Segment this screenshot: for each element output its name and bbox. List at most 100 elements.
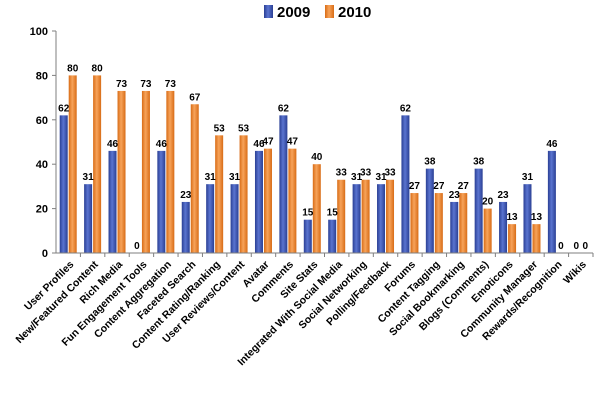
data-label-2009: 46 (253, 139, 265, 150)
data-label-2010: 40 (311, 152, 323, 163)
data-label-2010: 80 (67, 63, 79, 74)
y-tick-label: 100 (30, 26, 48, 38)
bar-2010 (361, 179, 370, 253)
data-label-2010: 47 (287, 137, 299, 148)
data-label-2009: 15 (302, 208, 314, 219)
data-label-2009: 0 (134, 241, 140, 252)
bar-2009 (84, 184, 93, 253)
bar-2009 (377, 184, 386, 253)
data-label-2010: 27 (433, 181, 445, 192)
bar-2009 (206, 184, 215, 253)
bars (59, 75, 590, 254)
bar-2010 (263, 148, 272, 253)
bar-2010 (141, 90, 150, 253)
bar-2010 (508, 224, 517, 253)
data-label-2010: 73 (165, 79, 177, 90)
bar-2010 (117, 90, 126, 253)
bar-2010 (239, 135, 248, 253)
bar-2010 (215, 135, 224, 253)
data-label-2010: 13 (531, 212, 543, 223)
bar-2009 (474, 168, 483, 253)
x-category-label: Wikis (561, 259, 589, 287)
bar-2009 (499, 201, 508, 253)
bar-2010 (93, 75, 102, 254)
data-label-2010: 73 (140, 79, 152, 90)
bar-2009 (108, 150, 117, 253)
bar-2010 (459, 193, 468, 253)
data-label-2010: 27 (458, 181, 470, 192)
data-label-2010: 0 (558, 241, 564, 252)
bar-2010 (434, 193, 443, 253)
data-label-2010: 53 (238, 123, 250, 134)
data-label-2009: 38 (424, 157, 436, 168)
data-label-2009: 31 (83, 172, 95, 183)
data-label-2010: 13 (507, 212, 519, 223)
data-label-2009: 31 (522, 172, 534, 183)
data-label-2009: 62 (278, 103, 290, 114)
bar-2010 (166, 90, 175, 253)
y-tick-label: 20 (36, 204, 48, 216)
data-label-2009: 15 (327, 208, 339, 219)
legend-swatch-2010 (325, 5, 334, 18)
y-tick-label: 40 (36, 159, 48, 171)
data-label-2010: 27 (409, 181, 421, 192)
bar-2010 (337, 179, 346, 253)
legend-label-2010: 2010 (338, 4, 371, 21)
bar-2010 (68, 75, 77, 254)
data-label-2009: 23 (180, 190, 192, 201)
bar-2009 (59, 115, 68, 253)
bar-2009 (157, 150, 166, 253)
data-label-2009: 46 (107, 139, 119, 150)
data-label-2009: 46 (156, 139, 168, 150)
bar-2009 (401, 115, 410, 253)
bar-2010 (532, 224, 541, 253)
bar-2010 (410, 193, 419, 253)
data-label-2009: 38 (473, 157, 485, 168)
data-label-2009: 62 (400, 103, 412, 114)
y-axis: 0 20 40 60 80 100 (30, 26, 57, 260)
bar-2009 (523, 184, 532, 253)
bar-2010 (312, 164, 321, 253)
bar-2010 (190, 104, 199, 253)
data-label-2009: 62 (58, 103, 70, 114)
bar-2009 (547, 150, 556, 253)
bar-2009 (181, 201, 190, 253)
data-label-2010: 73 (116, 79, 128, 90)
bar-2009 (425, 168, 434, 253)
data-label-2010: 80 (92, 63, 104, 74)
data-label-2009: 0 (574, 241, 580, 252)
bar-2010 (386, 179, 395, 253)
bar-2009 (254, 150, 263, 253)
bar-2009 (279, 115, 288, 253)
bar-2009 (352, 184, 361, 253)
data-label-2010: 67 (189, 92, 201, 103)
bar-2009 (303, 219, 312, 253)
legend-label-2009: 2009 (277, 4, 310, 21)
data-label-2010: 0 (583, 241, 589, 252)
data-label-2010: 20 (482, 197, 494, 208)
data-label-2009: 31 (375, 172, 387, 183)
data-label-2009: 23 (498, 190, 510, 201)
data-label-2010: 47 (262, 137, 274, 148)
y-tick-label: 0 (42, 248, 48, 260)
y-tick-label: 80 (36, 70, 48, 82)
data-label-2010: 33 (384, 168, 396, 179)
data-label-2010: 33 (336, 168, 348, 179)
data-label-2009: 31 (205, 172, 217, 183)
data-label-2010: 33 (360, 168, 372, 179)
legend: 2009 2010 (264, 4, 371, 21)
data-label-2009: 31 (229, 172, 241, 183)
data-label-2009: 23 (449, 190, 461, 201)
bar-2010 (288, 148, 297, 253)
bar-2009 (230, 184, 239, 253)
data-labels: 6280318046730734673236731533153464762471… (58, 63, 588, 252)
data-label-2009: 46 (546, 139, 558, 150)
bar-2010 (483, 208, 492, 253)
data-label-2009: 31 (351, 172, 363, 183)
y-tick-label: 60 (36, 115, 48, 127)
bar-2009 (328, 219, 337, 253)
legend-swatch-2009 (264, 5, 273, 18)
bar-2009 (450, 201, 459, 253)
